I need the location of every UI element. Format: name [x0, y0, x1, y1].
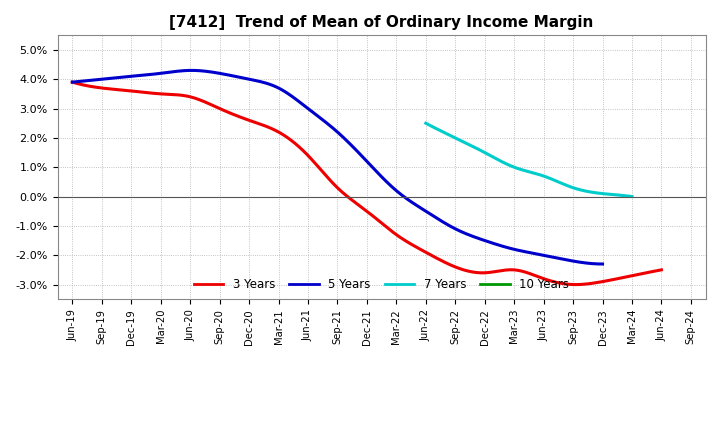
- Legend: 3 Years, 5 Years, 7 Years, 10 Years: 3 Years, 5 Years, 7 Years, 10 Years: [189, 274, 574, 296]
- Title: [7412]  Trend of Mean of Ordinary Income Margin: [7412] Trend of Mean of Ordinary Income …: [169, 15, 594, 30]
